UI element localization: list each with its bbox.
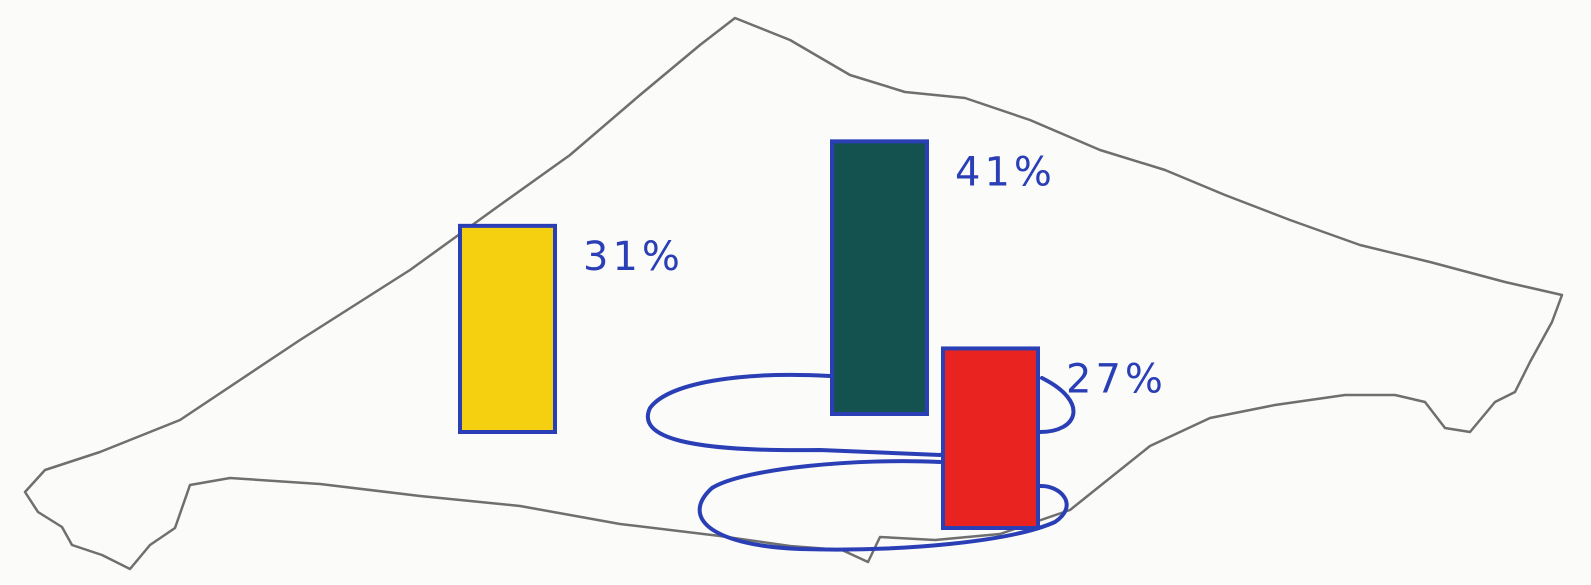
bar-label-1: 31% <box>583 234 684 280</box>
bar-labels-group: 31% 41% 27% <box>583 149 1167 402</box>
bar-1 <box>458 223 557 434</box>
bar-2 <box>830 139 929 416</box>
bars-group <box>458 139 1040 531</box>
bar-label-2: 41% <box>955 149 1056 195</box>
map-outline <box>23 16 1564 571</box>
bar-label-3: 27% <box>1066 356 1167 402</box>
blue-loop-lower <box>697 459 1069 552</box>
bar-3 <box>941 346 1040 531</box>
blue-loop-upper <box>646 372 1076 458</box>
